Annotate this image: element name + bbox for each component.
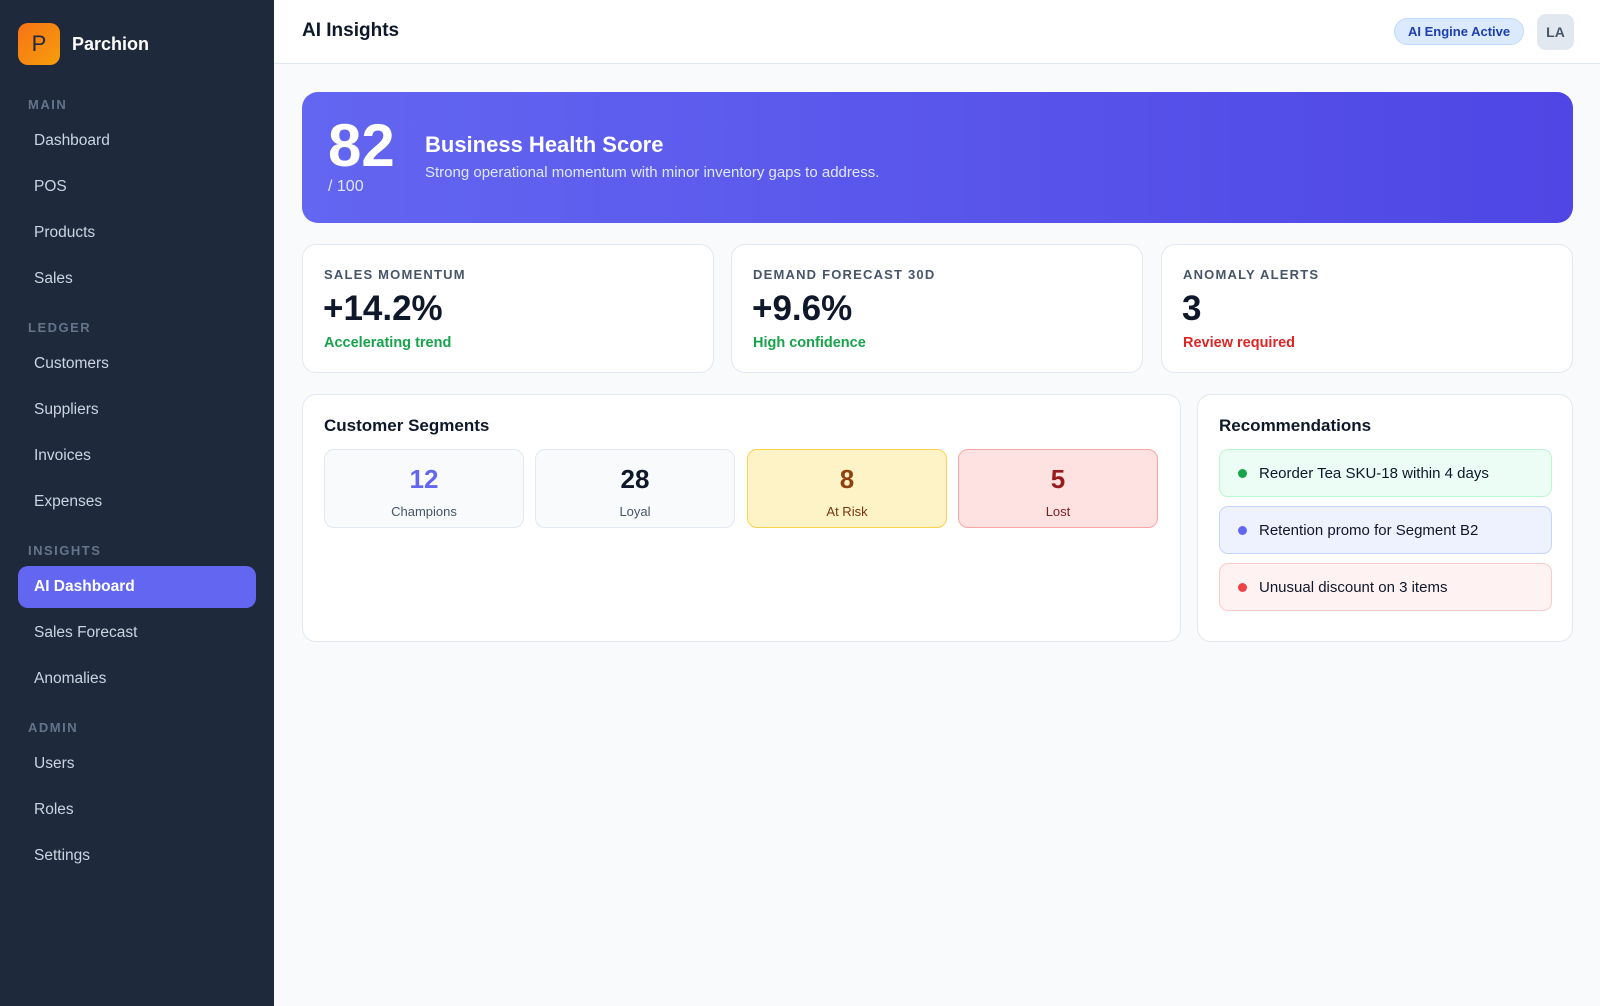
recommendation-text: Reorder Tea SKU-18 within 4 days <box>1259 464 1489 482</box>
kpi-subtext: High confidence <box>753 335 866 351</box>
sidebar-item-invoices[interactable]: Invoices <box>34 447 91 464</box>
health-score-value: 82 <box>328 112 395 179</box>
health-title: Business Health Score <box>425 132 664 157</box>
sidebar-item-sales[interactable]: Sales <box>34 270 73 287</box>
recommendation-item[interactable]: Reorder Tea SKU-18 within 4 days <box>1219 449 1552 497</box>
segment-loyal[interactable]: 28 Loyal <box>535 449 735 528</box>
recommendations-card: Recommendations Reorder Tea SKU-18 withi… <box>1197 394 1573 642</box>
kpi-label: ANOMALY ALERTS <box>1183 267 1320 282</box>
segment-label: Loyal <box>619 504 651 519</box>
sidebar: P Parchion MAIN Dashboard POS Products S… <box>0 0 274 1006</box>
segment-label: Lost <box>1045 504 1071 519</box>
brand[interactable]: P Parchion <box>18 23 149 65</box>
kpi-subtext: Review required <box>1183 335 1296 351</box>
sidebar-item-expenses[interactable]: Expenses <box>34 493 103 510</box>
kpi-value: 3 <box>1182 289 1202 328</box>
sidebar-item-anomalies[interactable]: Anomalies <box>34 670 107 687</box>
topbar: AI Insights AI Engine Active LA <box>274 0 1600 64</box>
sidebar-item-sales-forecast[interactable]: Sales Forecast <box>34 624 138 641</box>
business-health-banner: 82 / 100 Business Health Score Strong op… <box>302 92 1573 223</box>
kpi-label: SALES MOMENTUM <box>324 267 466 282</box>
recommendation-item[interactable]: Unusual discount on 3 items <box>1219 563 1552 611</box>
nav-section-admin: ADMIN <box>28 720 79 735</box>
kpi-label: DEMAND FORECAST 30D <box>753 267 936 282</box>
segment-champions[interactable]: 12 Champions <box>324 449 524 528</box>
kpi-subtext: Accelerating trend <box>324 335 452 351</box>
recommendation-item[interactable]: Retention promo for Segment B2 <box>1219 506 1552 554</box>
sidebar-item-ai-dashboard[interactable]: AI Dashboard <box>18 566 256 608</box>
sidebar-item-roles[interactable]: Roles <box>34 801 74 818</box>
customer-segments-card: Customer Segments 12 Champions 28 Loyal … <box>302 394 1181 642</box>
sidebar-item-products[interactable]: Products <box>34 224 96 241</box>
kpi-card-anomaly-alerts: ANOMALY ALERTS 3 Review required <box>1161 244 1573 373</box>
kpi-value: +14.2% <box>323 289 443 328</box>
recommendations-title: Recommendations <box>1219 416 1372 435</box>
kpi-card-sales-momentum: SALES MOMENTUM +14.2% Accelerating trend <box>302 244 714 373</box>
status-dot-icon <box>1238 525 1247 535</box>
brand-name: Parchion <box>72 33 150 54</box>
ai-engine-status-badge: AI Engine Active <box>1394 18 1525 45</box>
nav-section-insights: INSIGHTS <box>28 543 102 558</box>
recommendation-text: Unusual discount on 3 items <box>1259 578 1448 596</box>
segment-count: 28 <box>620 464 650 494</box>
user-avatar[interactable]: LA <box>1537 14 1574 50</box>
sidebar-item-settings[interactable]: Settings <box>34 847 91 864</box>
health-description: Strong operational momentum with minor i… <box>425 164 880 181</box>
kpi-card-demand-forecast: DEMAND FORECAST 30D +9.6% High confidenc… <box>731 244 1143 373</box>
sidebar-item-suppliers[interactable]: Suppliers <box>34 401 99 418</box>
kpi-value: +9.6% <box>752 289 853 328</box>
sidebar-item-users[interactable]: Users <box>34 755 75 772</box>
segments-title: Customer Segments <box>324 416 490 435</box>
sidebar-item-dashboard[interactable]: Dashboard <box>34 132 110 149</box>
health-score-max: / 100 <box>328 178 364 195</box>
recommendation-text: Retention promo for Segment B2 <box>1259 521 1479 539</box>
nav-section-main: MAIN <box>28 97 68 112</box>
nav-section-ledger: LEDGER <box>28 320 92 335</box>
page-title: AI Insights <box>302 20 400 41</box>
segment-at-risk[interactable]: 8 At Risk <box>747 449 947 528</box>
segment-lost[interactable]: 5 Lost <box>958 449 1158 528</box>
sidebar-item-customers[interactable]: Customers <box>34 355 109 372</box>
segment-count: 5 <box>1050 464 1066 494</box>
segment-label: Champions <box>391 504 457 519</box>
segment-count: 8 <box>839 464 855 494</box>
status-dot-icon <box>1238 468 1247 478</box>
brand-logo: P <box>18 23 60 65</box>
status-dot-icon <box>1238 582 1247 592</box>
segment-count: 12 <box>409 464 439 494</box>
sidebar-item-pos[interactable]: POS <box>34 178 67 195</box>
segment-label: At Risk <box>826 504 868 519</box>
